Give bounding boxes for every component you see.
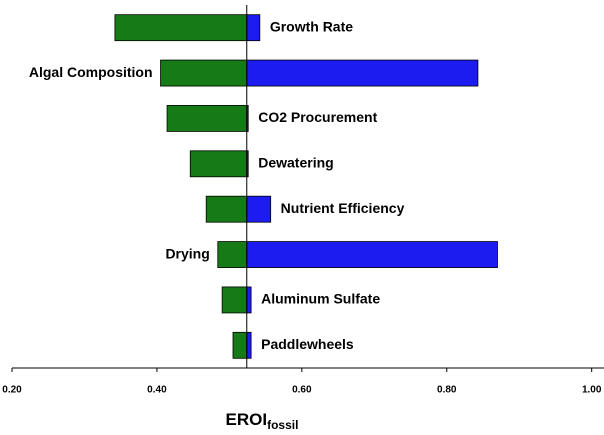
low-bar [114, 14, 248, 42]
low-bar [166, 105, 248, 132]
category-label: Aluminum Sulfate [261, 291, 380, 307]
low-bar [205, 195, 248, 223]
category-label: Dewatering [258, 155, 333, 171]
high-bar [246, 14, 261, 42]
x-tick-label: 1.00 [582, 385, 602, 396]
high-bar [246, 331, 252, 359]
category-label: Algal Composition [29, 64, 153, 80]
category-label: CO2 Procurement [258, 109, 377, 125]
category-label: Nutrient Efficiency [281, 200, 405, 216]
x-axis-label: EROIfossil [226, 410, 299, 432]
high-bar [246, 241, 498, 268]
low-bar [160, 59, 248, 87]
high-bar [246, 286, 252, 314]
x-tick-label: 0.20 [2, 385, 22, 396]
high-bar [246, 59, 479, 87]
x-tick-label: 0.40 [147, 385, 167, 396]
x-tick-label: 0.80 [437, 385, 457, 396]
low-bar [221, 286, 248, 314]
low-bar [217, 241, 248, 268]
low-bar [189, 150, 248, 178]
high-bar [246, 195, 272, 223]
low-bar [232, 331, 248, 359]
category-label: Growth Rate [270, 18, 353, 34]
category-label: Drying [165, 245, 209, 261]
x-tick-label: 0.60 [292, 385, 312, 396]
category-label: Paddlewheels [261, 336, 354, 352]
